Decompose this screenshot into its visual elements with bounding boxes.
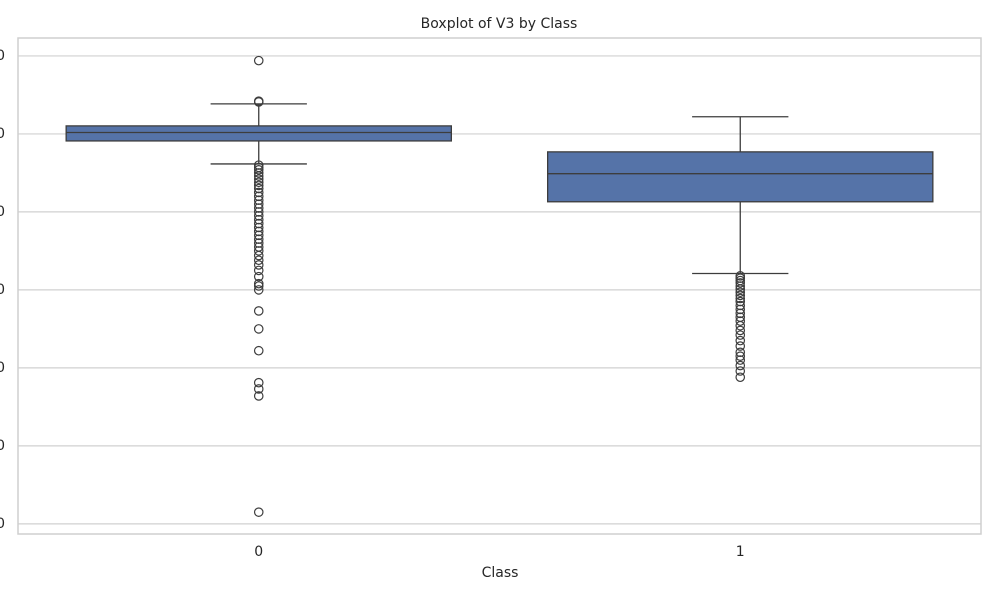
outlier bbox=[253, 174, 264, 184]
outlier bbox=[253, 195, 264, 206]
outlier bbox=[253, 391, 264, 401]
outlier bbox=[735, 281, 746, 291]
outlier bbox=[253, 238, 264, 248]
y-tick-label: -10 bbox=[0, 204, 5, 220]
outlier bbox=[735, 320, 746, 331]
outlier bbox=[735, 351, 746, 361]
outlier bbox=[253, 55, 264, 66]
y-tick-label: 0 bbox=[0, 126, 5, 142]
outlier bbox=[253, 281, 264, 291]
outlier bbox=[253, 164, 264, 175]
outlier bbox=[735, 296, 746, 307]
y-tick-label: 10 bbox=[0, 48, 5, 64]
outlier bbox=[253, 250, 264, 261]
outlier bbox=[735, 347, 746, 358]
outlier bbox=[735, 341, 746, 351]
outlier bbox=[253, 207, 264, 217]
outlier bbox=[735, 293, 746, 304]
y-tick-label: -20 bbox=[0, 282, 5, 298]
box bbox=[547, 151, 934, 203]
outlier bbox=[735, 290, 746, 301]
outlier bbox=[253, 234, 264, 245]
outlier bbox=[253, 168, 264, 178]
outlier bbox=[253, 96, 264, 106]
x-tick-label: 0 bbox=[254, 544, 263, 560]
outlier bbox=[735, 325, 746, 336]
outlier bbox=[735, 316, 746, 326]
outlier bbox=[253, 345, 264, 356]
outlier bbox=[253, 199, 264, 209]
outlier bbox=[735, 366, 746, 376]
outlier bbox=[253, 271, 264, 282]
outlier bbox=[253, 160, 264, 170]
y-tick-label: -50 bbox=[0, 516, 5, 532]
plot-frame bbox=[17, 37, 982, 535]
outlier bbox=[253, 214, 264, 225]
outlier bbox=[735, 273, 746, 284]
chart-title: Boxplot of V3 by Class bbox=[421, 16, 578, 32]
outlier bbox=[253, 203, 264, 213]
outlier bbox=[253, 218, 264, 229]
outlier bbox=[253, 180, 264, 191]
y-tick-label: -30 bbox=[0, 360, 5, 376]
outlier bbox=[253, 222, 264, 233]
y-tick-label: -40 bbox=[0, 438, 5, 454]
outlier bbox=[253, 177, 264, 188]
outlier bbox=[253, 260, 264, 270]
outlier bbox=[253, 191, 264, 202]
outlier bbox=[253, 306, 264, 316]
outlier bbox=[735, 308, 746, 319]
outlier bbox=[735, 355, 746, 365]
outlier bbox=[253, 226, 264, 237]
outlier bbox=[735, 278, 746, 288]
outlier bbox=[253, 183, 264, 194]
outlier bbox=[735, 287, 746, 298]
outlier bbox=[735, 271, 746, 281]
outlier bbox=[735, 300, 746, 311]
outlier bbox=[253, 246, 264, 256]
outlier bbox=[253, 324, 264, 334]
outlier bbox=[253, 171, 264, 181]
outlier bbox=[735, 284, 746, 294]
outlier bbox=[253, 285, 264, 295]
outlier bbox=[735, 330, 746, 340]
outlier bbox=[253, 507, 264, 517]
outlier bbox=[735, 372, 746, 383]
outlier bbox=[253, 255, 264, 266]
outlier bbox=[253, 230, 264, 241]
outlier bbox=[253, 384, 264, 394]
x-tick-label: 1 bbox=[736, 544, 745, 560]
outlier bbox=[735, 335, 746, 346]
outlier bbox=[253, 187, 264, 198]
outlier bbox=[253, 265, 264, 276]
outlier bbox=[253, 211, 264, 221]
outlier bbox=[253, 377, 264, 388]
outlier bbox=[735, 304, 746, 315]
box bbox=[65, 125, 453, 142]
x-axis-label: Class bbox=[482, 565, 519, 581]
outlier bbox=[253, 278, 264, 289]
outlier bbox=[735, 360, 746, 371]
